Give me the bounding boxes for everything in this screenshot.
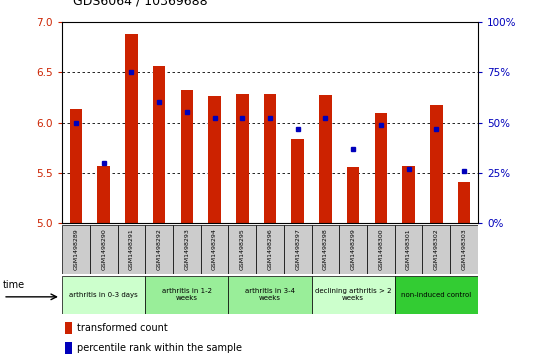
Text: GSM1498292: GSM1498292 (157, 229, 161, 270)
Text: GSM1498289: GSM1498289 (73, 229, 78, 270)
Bar (153, 66, 165, 223)
Bar (125, 34, 138, 223)
Text: GDS6064 / 10369688: GDS6064 / 10369688 (73, 0, 207, 7)
Bar (458, 182, 470, 223)
Bar (145, 225, 173, 274)
Bar (395, 225, 422, 274)
Bar (292, 139, 304, 223)
Text: arthritis in 1-2
weeks: arthritis in 1-2 weeks (162, 289, 212, 301)
Bar (90, 225, 118, 274)
Bar (180, 90, 193, 223)
Bar (62, 225, 90, 274)
Bar (118, 225, 145, 274)
Text: declining arthritis > 2
weeks: declining arthritis > 2 weeks (315, 289, 392, 301)
Bar (228, 225, 256, 274)
Bar (236, 94, 248, 223)
Text: GSM1498302: GSM1498302 (434, 229, 439, 270)
Bar (264, 94, 276, 223)
Text: GSM1498300: GSM1498300 (379, 229, 383, 270)
Text: GSM1498298: GSM1498298 (323, 229, 328, 270)
Text: GSM1498299: GSM1498299 (350, 229, 356, 270)
Bar (312, 225, 339, 274)
Text: GSM1498303: GSM1498303 (462, 229, 467, 270)
Bar (375, 114, 387, 223)
Bar (256, 225, 284, 274)
Bar (395, 276, 478, 314)
Bar (145, 276, 228, 314)
Bar (228, 276, 312, 314)
Text: non-induced control: non-induced control (401, 292, 471, 298)
Text: GSM1498290: GSM1498290 (101, 229, 106, 270)
Bar (65, 342, 72, 354)
Text: GSM1498296: GSM1498296 (267, 229, 273, 270)
Text: arthritis in 0-3 days: arthritis in 0-3 days (69, 292, 138, 298)
Text: GSM1498301: GSM1498301 (406, 229, 411, 270)
Bar (450, 225, 478, 274)
Text: GSM1498297: GSM1498297 (295, 229, 300, 270)
Text: GSM1498293: GSM1498293 (184, 229, 190, 270)
Bar (65, 322, 72, 334)
Bar (347, 167, 360, 223)
Text: transformed count: transformed count (77, 323, 167, 333)
Bar (339, 225, 367, 274)
Bar (208, 96, 221, 223)
Bar (430, 105, 443, 223)
Bar (284, 225, 312, 274)
Text: time: time (3, 280, 25, 290)
Bar (201, 225, 228, 274)
Bar (173, 225, 201, 274)
Bar (62, 276, 145, 314)
Text: GSM1498294: GSM1498294 (212, 229, 217, 270)
Text: GSM1498295: GSM1498295 (240, 229, 245, 270)
Bar (312, 276, 395, 314)
Bar (422, 225, 450, 274)
Bar (70, 109, 82, 223)
Bar (402, 166, 415, 223)
Bar (367, 225, 395, 274)
Text: GSM1498291: GSM1498291 (129, 229, 134, 270)
Text: arthritis in 3-4
weeks: arthritis in 3-4 weeks (245, 289, 295, 301)
Text: percentile rank within the sample: percentile rank within the sample (77, 343, 242, 353)
Bar (319, 95, 332, 223)
Bar (97, 166, 110, 223)
